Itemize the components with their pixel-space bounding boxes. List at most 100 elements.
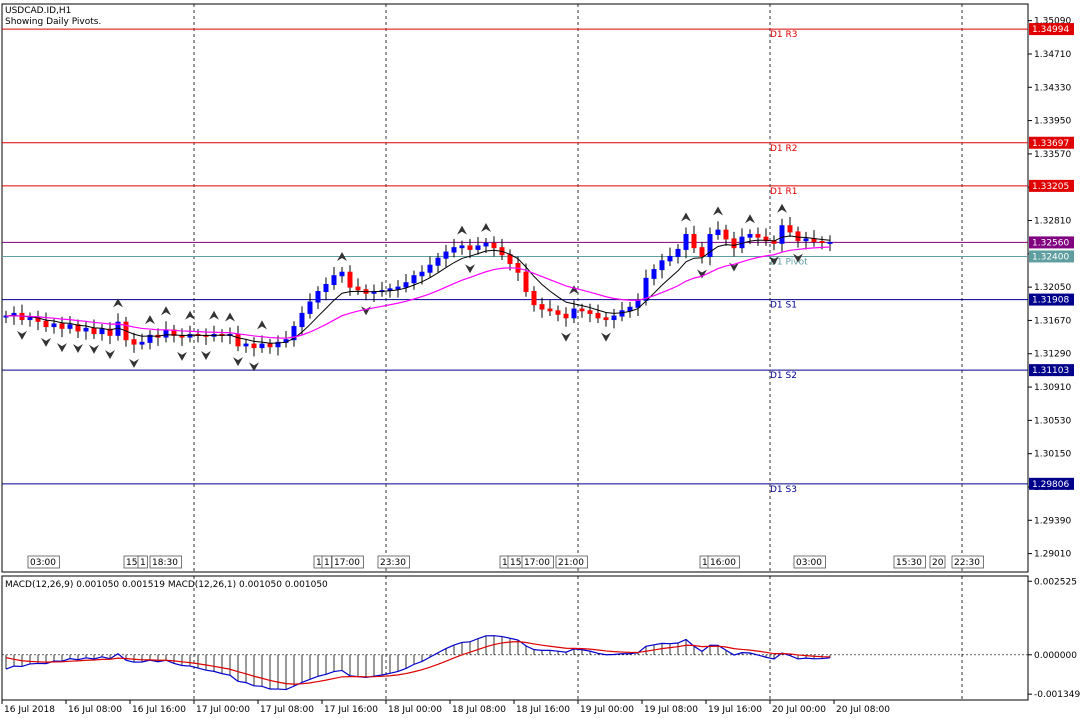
candle-body	[787, 225, 793, 233]
price-pane[interactable]: 1.350901.347101.343301.339501.335701.331…	[1, 3, 1074, 573]
fractal-up-icon	[713, 206, 723, 216]
candle-body	[547, 308, 553, 312]
candle-body	[507, 254, 513, 264]
time-tick-label: 18 Jul 08:00	[452, 705, 506, 715]
price-frame	[1, 3, 1029, 573]
session-marker-box	[377, 555, 410, 569]
time-tick-label: 17 Jul 16:00	[324, 705, 378, 715]
candle-body	[331, 275, 337, 285]
session-marker-box	[331, 555, 364, 569]
candle-body	[451, 247, 457, 253]
session-marker-box	[893, 555, 926, 569]
fractal-up-icon	[681, 212, 691, 222]
candle-body	[403, 282, 409, 288]
pivot-label: D1 S1	[770, 301, 797, 311]
candle-body	[651, 269, 657, 279]
session-marker-label: 17:00	[334, 558, 360, 568]
fast-ma-line	[5, 235, 831, 344]
candle-body	[259, 343, 265, 349]
candle-body	[323, 283, 329, 293]
price-tick-label: 1.32050	[1034, 283, 1071, 293]
pivot-price-box	[1029, 293, 1074, 306]
pivot-price-value: 1.31103	[1032, 366, 1069, 376]
candle-body	[27, 317, 33, 321]
candle-body	[819, 241, 825, 244]
fractal-up-icon	[185, 310, 195, 320]
session-marker: 22:30	[951, 555, 984, 569]
macd-tick-label: -0.001349	[1034, 690, 1080, 700]
session-marker-box	[27, 555, 60, 569]
session-marker: 1	[321, 555, 332, 569]
pivot-price-value: 1.34994	[1032, 25, 1069, 35]
candle-body	[643, 277, 649, 301]
candle-body	[67, 324, 73, 329]
pivot-price-box	[1029, 136, 1074, 149]
fractal-down-icon	[57, 343, 67, 353]
candle-body	[395, 286, 401, 290]
fractal-down-icon	[601, 332, 611, 342]
price-tick-label: 1.30910	[1034, 383, 1071, 393]
current-price-value: 1.32560	[1032, 238, 1069, 248]
fractal-down-icon	[769, 256, 779, 266]
candle-body	[483, 242, 489, 247]
session-marker: 17:00	[521, 555, 554, 569]
session-marker: 15:30	[893, 555, 926, 569]
candle-body	[779, 225, 785, 244]
symbol-title: USDCAD.ID,H1	[5, 6, 71, 16]
pivot-price-box	[1029, 23, 1074, 36]
session-marker-box	[149, 555, 182, 569]
session-marker-label: 15:30	[896, 558, 922, 568]
time-tick-label: 19 Jul 00:00	[580, 705, 634, 715]
fractal-up-icon	[777, 203, 787, 213]
price-tick-label: 1.29390	[1034, 516, 1071, 526]
candle-body	[467, 245, 473, 250]
macd-tick-label: 0.002525	[1034, 577, 1077, 587]
candle-body	[251, 343, 257, 349]
session-marker-box	[793, 555, 826, 569]
session-marker-box	[521, 555, 554, 569]
price-tick-label: 1.29010	[1034, 550, 1071, 560]
fractal-down-icon	[73, 343, 83, 353]
price-tick-label: 1.33950	[1034, 117, 1071, 127]
candle-body	[699, 247, 705, 257]
candle-body	[627, 306, 633, 312]
candle-body	[795, 231, 801, 242]
fractal-down-icon	[105, 350, 115, 360]
candle-body	[587, 310, 593, 314]
time-tick-label: 18 Jul 16:00	[516, 705, 570, 715]
session-marker: 21:00	[555, 555, 588, 569]
session-marker-label: 23:30	[380, 558, 406, 568]
fractal-up-icon	[337, 251, 347, 261]
session-marker-label: 18:30	[152, 558, 178, 568]
price-tick-label: 1.31670	[1034, 316, 1071, 326]
candle-body	[427, 264, 433, 273]
candle-body	[491, 242, 497, 249]
session-marker-label: 16:00	[710, 558, 736, 568]
session-marker: 16:00	[707, 555, 740, 569]
candle-body	[91, 327, 97, 335]
fractal-down-icon	[89, 344, 99, 354]
candle-body	[707, 234, 713, 257]
time-tick-label: 20 Jul 00:00	[772, 705, 826, 715]
macd-frame	[1, 575, 1029, 701]
pivot-price-value: 1.33205	[1032, 182, 1069, 192]
price-tick-label: 1.33570	[1034, 150, 1071, 160]
candle-body	[147, 334, 153, 343]
session-marker-label: 03:00	[796, 558, 822, 568]
indicator-subtitle: Showing Daily Pivots.	[5, 17, 101, 27]
session-marker-label: 1	[316, 558, 322, 568]
pivot-label: D1 R2	[770, 144, 798, 154]
fractal-up-icon	[225, 312, 235, 322]
session-marker-box	[137, 555, 148, 569]
candle-body	[267, 343, 273, 348]
candle-body	[731, 238, 737, 249]
session-marker-label: 03:00	[30, 558, 56, 568]
candle-body	[683, 234, 689, 250]
macd-pane[interactable]: 0.002525 0.000000 -0.001349	[1, 575, 1080, 701]
fractal-up-icon	[257, 320, 267, 330]
fractal-down-icon	[233, 357, 243, 367]
pivot-price-box	[1029, 364, 1074, 377]
time-tick-label: 16 Jul 16:00	[132, 705, 186, 715]
candle-body	[755, 234, 761, 238]
